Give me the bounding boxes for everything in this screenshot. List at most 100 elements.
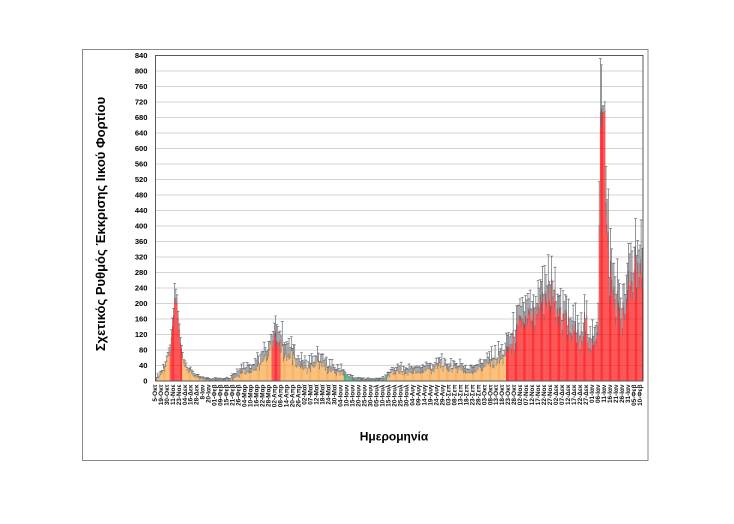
svg-text:0: 0 bbox=[143, 377, 147, 386]
svg-text:28-Δεκ: 28-Δεκ bbox=[194, 384, 201, 405]
svg-text:26-Απρ: 26-Απρ bbox=[296, 384, 303, 407]
svg-text:10-Ιουλ: 10-Ιουλ bbox=[378, 384, 386, 407]
svg-text:10-Μαρ: 10-Μαρ bbox=[248, 384, 255, 406]
svg-text:19-Οκτ: 19-Οκτ bbox=[158, 384, 165, 405]
svg-text:15-Φεβ: 15-Φεβ bbox=[224, 384, 231, 406]
svg-text:02-Νοε: 02-Νοε bbox=[517, 385, 524, 406]
svg-text:760: 760 bbox=[135, 82, 148, 91]
svg-text:600: 600 bbox=[135, 144, 148, 153]
svg-text:80: 80 bbox=[139, 346, 147, 355]
svg-text:480: 480 bbox=[135, 191, 148, 200]
svg-text:720: 720 bbox=[135, 98, 148, 107]
svg-text:800: 800 bbox=[135, 67, 148, 76]
svg-text:520: 520 bbox=[135, 175, 148, 184]
svg-text:400: 400 bbox=[135, 222, 148, 231]
svg-text:07-Δεκ: 07-Δεκ bbox=[559, 384, 566, 405]
svg-text:17-Δεκ: 17-Δεκ bbox=[571, 384, 578, 405]
svg-text:15-Ιουν: 15-Ιουν bbox=[349, 384, 356, 407]
svg-text:24-Αυγ: 24-Αυγ bbox=[433, 384, 440, 406]
svg-text:25-Ιουν: 25-Ιουν bbox=[361, 384, 368, 407]
svg-text:08-Σεπ: 08-Σεπ bbox=[451, 384, 458, 405]
svg-text:21-Φεβ: 21-Φεβ bbox=[230, 384, 237, 406]
svg-text:29-Αυγ: 29-Αυγ bbox=[439, 384, 446, 406]
svg-text:18-Μαϊ: 18-Μαϊ bbox=[320, 384, 327, 404]
svg-text:16-Δεκ: 16-Δεκ bbox=[188, 384, 195, 405]
svg-text:01-Ιαν: 01-Ιαν bbox=[589, 384, 596, 403]
svg-text:28-Σεπ: 28-Σεπ bbox=[475, 384, 482, 405]
svg-text:8-Ιαν: 8-Ιαν bbox=[200, 384, 207, 399]
svg-text:20-Απρ: 20-Απρ bbox=[290, 384, 297, 407]
svg-text:280: 280 bbox=[135, 268, 148, 277]
svg-text:23-Νοε: 23-Νοε bbox=[176, 385, 183, 406]
svg-text:22-Μαρ: 22-Μαρ bbox=[260, 384, 267, 406]
svg-text:30-Ιουν: 30-Ιουν bbox=[367, 384, 374, 407]
svg-text:12-Μαϊ: 12-Μαϊ bbox=[314, 384, 321, 404]
svg-text:18-Οκτ: 18-Οκτ bbox=[499, 384, 506, 405]
svg-text:30-Ιουλ: 30-Ιουλ bbox=[402, 384, 410, 407]
svg-text:320: 320 bbox=[135, 253, 148, 262]
svg-text:08-Απρ: 08-Απρ bbox=[278, 384, 285, 407]
svg-text:03-Σεπ: 03-Σεπ bbox=[445, 384, 452, 405]
svg-text:5-Οκτ: 5-Οκτ bbox=[152, 384, 159, 401]
svg-text:02-Απρ: 02-Απρ bbox=[272, 384, 279, 407]
svg-text:22-Νοε: 22-Νοε bbox=[541, 385, 548, 406]
svg-text:11-Νοε: 11-Νοε bbox=[170, 385, 177, 405]
svg-text:680: 680 bbox=[135, 113, 148, 122]
svg-text:11-Ιαν: 11-Ιαν bbox=[601, 384, 608, 403]
svg-text:30-Οκτ: 30-Οκτ bbox=[164, 384, 171, 405]
svg-text:26-Ιαν: 26-Ιαν bbox=[619, 384, 626, 403]
svg-text:31-Ιαν: 31-Ιαν bbox=[625, 384, 632, 403]
svg-text:02-Δεκ: 02-Δεκ bbox=[553, 384, 560, 405]
svg-text:15-Ιουλ: 15-Ιουλ bbox=[384, 384, 392, 407]
svg-text:14-Αυγ: 14-Αυγ bbox=[421, 384, 428, 406]
svg-text:05-Ιουλ: 05-Ιουλ bbox=[372, 384, 380, 407]
svg-text:240: 240 bbox=[135, 284, 148, 293]
svg-text:12-Νοε: 12-Νοε bbox=[529, 385, 536, 406]
svg-text:18-Σεπ: 18-Σεπ bbox=[463, 384, 470, 405]
svg-text:09-Φεβ: 09-Φεβ bbox=[218, 384, 225, 406]
svg-text:10-Ιουν: 10-Ιουν bbox=[343, 384, 350, 407]
svg-text:28-Μαρ: 28-Μαρ bbox=[266, 384, 273, 406]
svg-text:30-Μαϊ: 30-Μαϊ bbox=[332, 384, 339, 404]
svg-text:08-Οκτ: 08-Οκτ bbox=[487, 384, 494, 405]
svg-text:07-Μαϊ: 07-Μαϊ bbox=[308, 384, 315, 404]
svg-text:14-Απρ: 14-Απρ bbox=[284, 384, 291, 407]
svg-text:16-Μαρ: 16-Μαρ bbox=[254, 384, 261, 406]
svg-text:04-Μαρ: 04-Μαρ bbox=[242, 384, 249, 406]
svg-text:13-Σεπ: 13-Σεπ bbox=[457, 384, 464, 405]
svg-text:09-Αυγ: 09-Αυγ bbox=[415, 384, 422, 406]
svg-text:560: 560 bbox=[135, 160, 148, 169]
svg-text:440: 440 bbox=[135, 206, 148, 215]
svg-text:13-Οκτ: 13-Οκτ bbox=[493, 384, 500, 405]
svg-text:24-Μαϊ: 24-Μαϊ bbox=[326, 384, 333, 404]
svg-text:27-Νοε: 27-Νοε bbox=[547, 385, 554, 406]
svg-text:16-Ιαν: 16-Ιαν bbox=[607, 384, 614, 403]
svg-text:Ημερομηνία: Ημερομηνία bbox=[360, 430, 429, 444]
svg-text:840: 840 bbox=[135, 51, 148, 60]
svg-text:06-Ιαν: 06-Ιαν bbox=[595, 384, 602, 403]
svg-text:25-Ιουλ: 25-Ιουλ bbox=[396, 384, 404, 407]
svg-text:05-Φεβ: 05-Φεβ bbox=[631, 384, 638, 406]
svg-text:17-Νοε: 17-Νοε bbox=[535, 385, 542, 406]
svg-text:360: 360 bbox=[135, 237, 148, 246]
svg-text:04-Ιουν: 04-Ιουν bbox=[337, 384, 344, 407]
svg-text:12-Δεκ: 12-Δεκ bbox=[565, 384, 572, 405]
svg-text:04-Αυγ: 04-Αυγ bbox=[409, 384, 416, 406]
svg-text:120: 120 bbox=[135, 330, 148, 339]
svg-text:22-Δεκ: 22-Δεκ bbox=[577, 384, 584, 405]
svg-text:28-Οκτ: 28-Οκτ bbox=[511, 384, 518, 405]
svg-text:07-Νοε: 07-Νοε bbox=[523, 385, 530, 406]
svg-text:Σχετικός Ρυθμός Έκκρισης Ιικού: Σχετικός Ρυθμός Έκκρισης Ιικού Φορτίου bbox=[93, 96, 108, 351]
svg-text:21-Ιαν: 21-Ιαν bbox=[613, 384, 620, 403]
svg-text:20-Ιουν: 20-Ιουν bbox=[355, 384, 362, 407]
svg-text:19-Αυγ: 19-Αυγ bbox=[427, 384, 434, 406]
svg-text:04-Δεκ: 04-Δεκ bbox=[182, 384, 189, 405]
svg-text:02-Μαϊ: 02-Μαϊ bbox=[302, 384, 309, 404]
svg-text:03-Οκτ: 03-Οκτ bbox=[481, 384, 488, 405]
svg-text:40: 40 bbox=[139, 361, 147, 370]
svg-text:01-Φεβ: 01-Φεβ bbox=[212, 384, 219, 406]
svg-text:200: 200 bbox=[135, 299, 148, 308]
svg-text:640: 640 bbox=[135, 129, 148, 138]
svg-text:26-Φεβ: 26-Φεβ bbox=[236, 384, 243, 406]
svg-text:20-Ιουλ: 20-Ιουλ bbox=[390, 384, 398, 407]
